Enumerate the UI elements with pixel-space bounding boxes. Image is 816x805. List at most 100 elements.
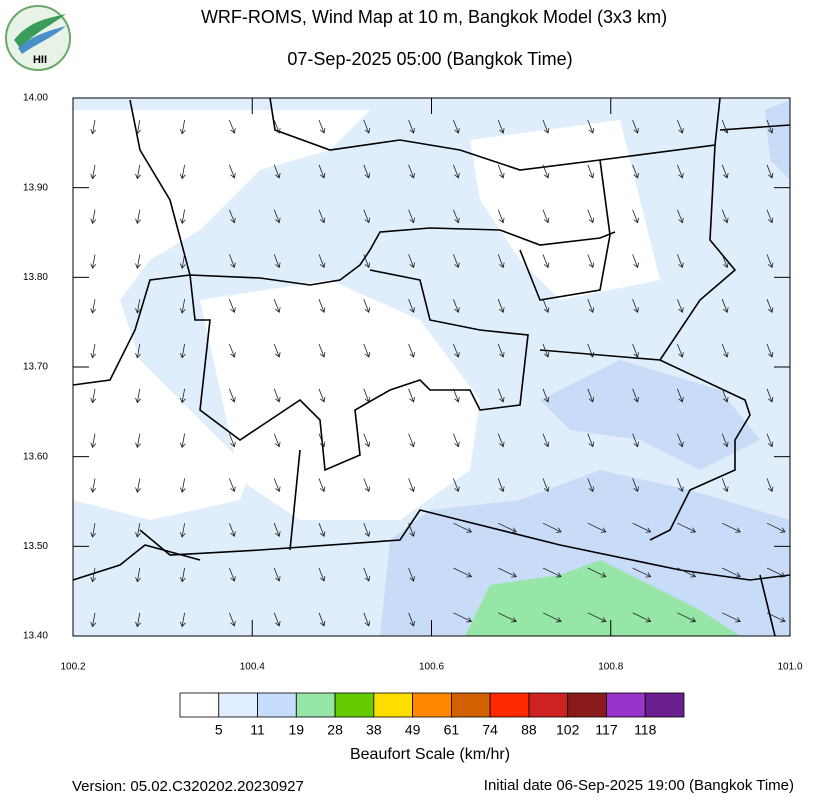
wind-arrow	[766, 343, 774, 358]
wind-arrow	[363, 119, 371, 134]
wind-arrow	[229, 343, 236, 358]
y-tick-label: 13.50	[23, 541, 48, 552]
wind-arrow	[766, 119, 774, 134]
wind-arrow	[135, 299, 141, 314]
wind-arrow	[179, 343, 186, 359]
wind-arrow	[542, 522, 562, 533]
wind-arrow	[498, 567, 517, 578]
wind-arrow	[766, 522, 786, 533]
wind-arrow	[766, 433, 774, 448]
wind-arrow	[542, 254, 550, 269]
wind-arrow	[179, 523, 186, 538]
wind-arrow	[135, 612, 141, 628]
wind-arrow	[453, 612, 473, 623]
legend-swatch	[218, 692, 258, 718]
y-tick-label: 13.60	[23, 451, 48, 462]
legend-label: 38	[366, 722, 382, 738]
logo: HII	[5, 5, 71, 71]
wind-arrow	[542, 433, 550, 448]
wind-arrow	[408, 343, 415, 358]
wind-arrow	[90, 433, 97, 449]
wind-arrow	[453, 478, 460, 493]
wind-arrow	[766, 299, 774, 313]
legend-swatch	[528, 692, 569, 718]
wind-arrow	[408, 612, 415, 627]
y-tick-label: 13.90	[23, 182, 48, 193]
wind-arrow	[90, 119, 97, 135]
wind-arrow	[497, 388, 505, 403]
legend-title: Beaufort Scale (km/hr)	[350, 746, 510, 763]
wind-arrow	[677, 567, 697, 578]
wind-arrow	[677, 612, 697, 623]
wind-arrow	[363, 299, 371, 313]
wind-arrow	[453, 254, 460, 269]
wind-arrow	[318, 612, 326, 627]
x-tick-label: 100.8	[598, 662, 623, 673]
wind-arrow	[542, 164, 550, 179]
init-date: Initial date 06-Sep-2025 19:00 (Bangkok …	[484, 777, 794, 794]
wind-arrow	[273, 388, 281, 403]
wind-arrow	[90, 254, 97, 269]
wind-arrow	[90, 299, 97, 314]
legend: 5 11 19 28 38 49 61 74 88 102 117 118	[179, 692, 685, 738]
wind-arrow	[363, 164, 371, 179]
wind-arrow	[766, 388, 774, 403]
wind-arrow	[229, 209, 236, 224]
wind-arrow	[135, 567, 141, 583]
wind-arrow	[677, 478, 684, 493]
wind-arrow	[318, 119, 326, 134]
wind-arrow	[90, 478, 97, 493]
wind-arrow	[273, 567, 281, 582]
wind-arrow	[542, 299, 550, 313]
wind-arrow	[632, 119, 639, 134]
wind-arrow	[542, 343, 550, 358]
wind-arrow	[587, 478, 595, 493]
wind-arrow	[587, 164, 595, 179]
wind-arrow	[721, 119, 729, 134]
wind-arrow	[90, 209, 97, 225]
wind-arrow	[135, 478, 141, 493]
wind-arrow	[453, 119, 460, 134]
wind-arrow	[632, 343, 639, 358]
wind-arrow	[179, 119, 186, 135]
wind-arrow	[135, 209, 141, 225]
wind-arrow	[229, 433, 236, 448]
wind-arrow	[721, 209, 729, 224]
legend-label: 5	[215, 722, 223, 738]
y-tick-label: 14.00	[23, 93, 48, 104]
y-tick-label: 13.80	[23, 272, 48, 283]
wind-arrow	[318, 209, 326, 224]
wind-arrow	[632, 567, 652, 578]
wind-arrow	[766, 164, 774, 179]
legend-swatch	[257, 692, 297, 718]
y-tick-label: 13.70	[23, 362, 48, 373]
wind-arrow	[498, 612, 517, 623]
legend-label: 118	[634, 722, 657, 738]
wind-arrow	[363, 388, 371, 403]
wind-arrow	[542, 567, 562, 578]
wind-arrow	[318, 299, 326, 313]
wind-arrow	[135, 343, 141, 359]
wind-arrow	[408, 567, 415, 582]
y-tick-label: 13.40	[23, 631, 48, 642]
wind-arrow	[408, 388, 415, 403]
wind-arrow	[408, 299, 415, 313]
wind-arrow	[542, 478, 550, 493]
wind-arrow	[90, 388, 97, 404]
wind-arrow	[135, 523, 141, 538]
wind-arrow	[273, 343, 281, 358]
wind-arrow	[363, 209, 371, 224]
legend-swatch	[450, 692, 491, 718]
wind-arrow	[497, 299, 505, 313]
wind-arrow	[229, 388, 236, 403]
wind-arrow	[677, 299, 684, 313]
wind-arrow	[766, 254, 774, 269]
version: Version: 05.02.C320202.20230927	[72, 778, 304, 795]
wind-arrow	[498, 522, 517, 533]
wind-arrow	[497, 433, 505, 448]
wind-arrow	[677, 209, 684, 224]
wind-arrow	[587, 343, 595, 358]
wind-arrow	[90, 523, 97, 538]
wind-arrow	[179, 164, 186, 180]
